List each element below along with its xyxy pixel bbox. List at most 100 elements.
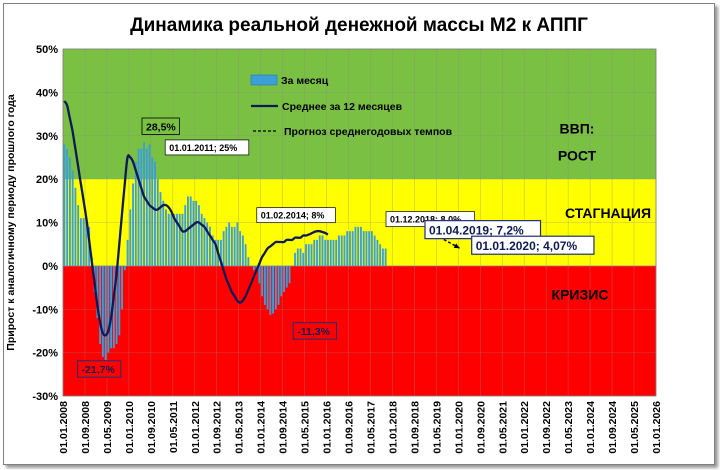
legend-bars-swatch: [250, 74, 278, 86]
bar: [299, 248, 302, 266]
bar: [214, 239, 217, 266]
bar: [288, 265, 291, 284]
bar: [316, 239, 318, 266]
lines: [63, 100, 461, 337]
annotation-text: 01.01.2020; 4,07%: [476, 239, 578, 253]
chart-frame: Динамика реальной денежной массы М2 к АП…: [3, 3, 715, 465]
bar: [272, 265, 274, 314]
y-tick-label: -20%: [32, 348, 58, 360]
zone-2: [63, 265, 656, 396]
x-tick-label: 01.09.2010: [146, 401, 158, 454]
bar: [110, 265, 113, 349]
bar: [266, 265, 269, 310]
annotation-text: 28,5%: [146, 122, 176, 134]
y-tick-label: 10%: [36, 218, 58, 230]
y-axis-label: Прирост к аналогичному периоду прошлого …: [5, 94, 17, 351]
x-tick-label: 01.01.2010: [124, 401, 136, 454]
bar: [233, 226, 236, 266]
bar: [189, 196, 192, 266]
x-tick-label: 01.05.2019: [431, 401, 443, 454]
bar: [198, 205, 200, 266]
bar: [370, 231, 373, 266]
bar: [85, 218, 88, 266]
zone-0: [63, 49, 656, 180]
bar: [126, 239, 129, 266]
bar: [181, 213, 184, 266]
bar: [222, 231, 225, 266]
x-tick-label: 01.01.2014: [256, 401, 268, 454]
bar: [63, 144, 66, 266]
annotation-text: 01.04.2019; 7,2%: [429, 224, 524, 238]
x-tick-label: 01.09.2012: [212, 401, 224, 454]
annotation-text: -11,3%: [297, 326, 330, 338]
y-tick-label: -10%: [32, 304, 58, 316]
zone-label-growth-2: РОСТ: [558, 147, 597, 163]
annotation-text: 01.12.2018; 8,0%: [390, 215, 461, 225]
annotation-text: 01.01.2011; 25%: [169, 143, 237, 153]
x-tick-label: 01.05.2009: [102, 401, 114, 454]
bar: [101, 265, 104, 357]
annotation-box: [292, 322, 337, 340]
x-tick-label: 01.01.2020: [453, 401, 465, 454]
bar: [340, 235, 343, 266]
bar: [327, 239, 329, 266]
bar: [71, 170, 74, 266]
bar: [354, 226, 357, 266]
bar: [294, 252, 296, 266]
y-tick-label: 0%: [42, 261, 58, 273]
bar: [274, 265, 277, 310]
bar: [252, 265, 255, 271]
bar: [68, 157, 71, 266]
bar: [192, 200, 195, 266]
bar: [368, 231, 371, 266]
bar: [209, 226, 211, 266]
bar: [280, 265, 283, 297]
zone-label-stagnation: СТАГНАЦИЯ: [565, 205, 651, 221]
bar: [170, 213, 173, 266]
bar: [203, 218, 206, 266]
bar: [261, 265, 264, 297]
y-tick-label: 50%: [36, 44, 58, 56]
bar: [187, 196, 189, 266]
bar: [154, 161, 156, 266]
bar: [384, 248, 387, 266]
annotation-box: [471, 235, 595, 255]
bar: [244, 244, 247, 266]
x-tick-label: 01.05.2013: [234, 401, 246, 454]
bar: [291, 265, 294, 267]
annotation-text: -21,7%: [82, 364, 116, 376]
m2-chart: Динамика реальной денежной массы М2 к АП…: [5, 15, 663, 454]
monthly-bars: [63, 142, 387, 360]
bar: [74, 187, 77, 266]
bar: [313, 239, 316, 266]
bar: [79, 218, 82, 266]
bar: [173, 213, 176, 266]
bar: [123, 265, 126, 271]
bar: [362, 231, 365, 266]
bar: [104, 265, 107, 360]
bar: [151, 157, 154, 266]
bar: [200, 213, 203, 266]
x-tick-label: 01.09.2018: [409, 401, 421, 454]
bar: [277, 265, 280, 305]
bar: [162, 200, 165, 266]
x-tick-label: 01.01.2016: [322, 401, 334, 454]
x-tick-label: 01.01.2018: [387, 401, 399, 454]
bar: [349, 231, 351, 266]
axis-labels: Динамика реальной денежной массы М2 к АП…: [5, 15, 663, 454]
bar: [318, 235, 321, 266]
bar: [82, 218, 85, 266]
bar: [121, 265, 123, 310]
bar: [137, 148, 140, 266]
bar: [283, 265, 285, 292]
x-tick-label: 01.05.2011: [168, 401, 180, 453]
bar: [176, 213, 178, 266]
average-line: [63, 100, 329, 337]
bar: [241, 235, 244, 266]
bar: [228, 222, 231, 266]
x-tick-label: 01.01.2026: [651, 401, 663, 454]
bar: [324, 239, 327, 266]
zone-label-crisis: КРИЗИС: [552, 286, 609, 302]
chart-title: Динамика реальной денежной массы М2 к АП…: [130, 15, 588, 36]
bar: [156, 179, 159, 266]
